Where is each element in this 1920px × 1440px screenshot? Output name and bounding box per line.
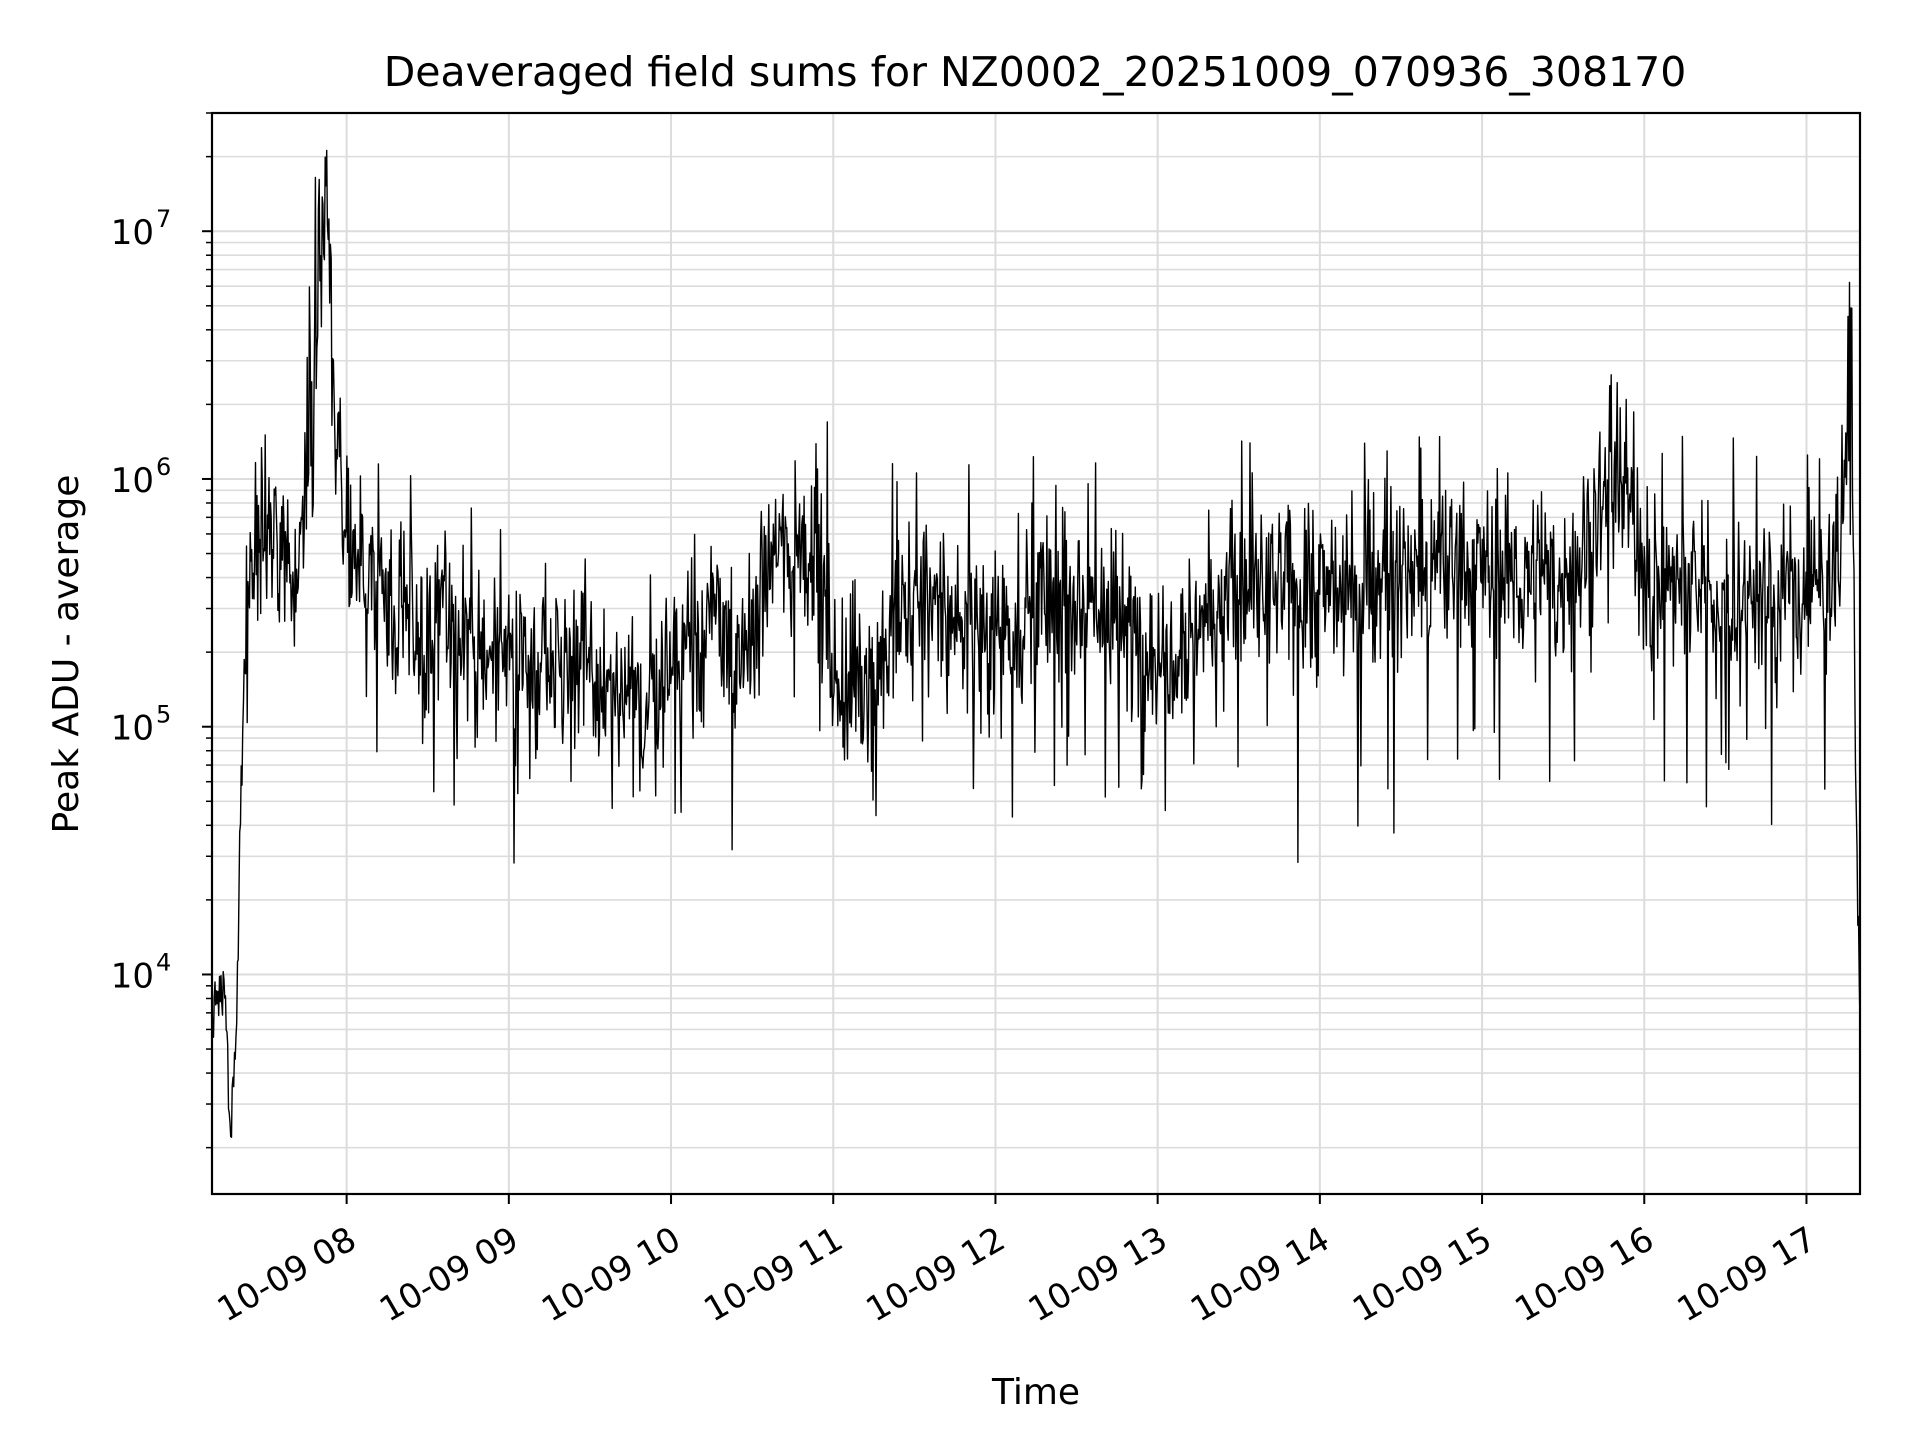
y-tick-exponent: 7 bbox=[156, 205, 171, 233]
y-tick-label: 10 bbox=[111, 461, 154, 501]
chart-title: Deaveraged field sums for NZ0002_2025100… bbox=[384, 48, 1687, 96]
y-tick-exponent: 5 bbox=[156, 701, 171, 729]
grid bbox=[212, 112, 1860, 1194]
series-line-peak-adu bbox=[211, 149, 1861, 1138]
y-axis-label: Peak ADU - average bbox=[46, 475, 87, 834]
plot-frame bbox=[210, 111, 1862, 1196]
y-tick-exponent: 4 bbox=[156, 948, 171, 976]
y-tick-label: 10 bbox=[111, 213, 154, 253]
y-tick-label: 10 bbox=[111, 956, 154, 996]
x-axis-label: Time bbox=[991, 1372, 1080, 1413]
y-tick-exponent: 6 bbox=[156, 453, 171, 481]
y-tick-label: 10 bbox=[111, 709, 154, 749]
series-layer bbox=[211, 149, 1861, 1138]
